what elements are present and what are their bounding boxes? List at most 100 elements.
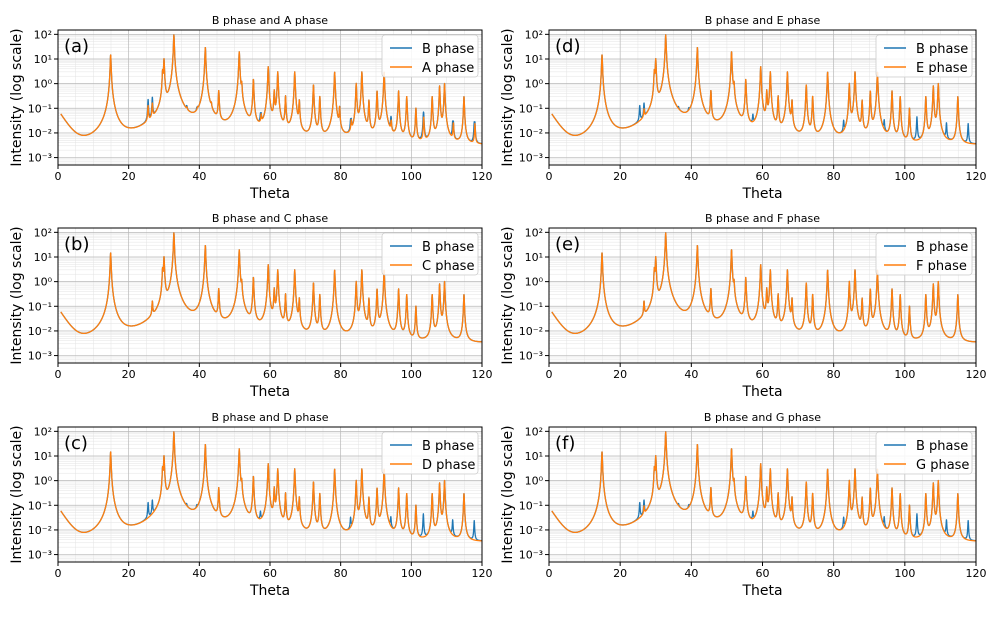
x-tick-label: 20: [613, 368, 627, 381]
x-tick-label: 120: [472, 368, 493, 381]
x-tick-label: 80: [334, 368, 348, 381]
x-tick-label: 20: [122, 170, 136, 183]
x-tick-label: 120: [472, 567, 493, 580]
panel-title: B phase and F phase: [705, 212, 820, 225]
y-tick-label: 10¹: [525, 450, 543, 463]
series-line-other-phase: [60, 34, 482, 145]
chart-panel-3: B phase and D phase 0 20 40 60 80 100 120 10⁻³ 10…: [9, 411, 493, 599]
x-tick-label: 100: [401, 567, 422, 580]
x-tick-label: 40: [192, 567, 206, 580]
series-group: [551, 431, 976, 542]
legend: B phase A phase: [381, 34, 479, 78]
x-axis-label: Theta: [249, 384, 290, 400]
panel-title: B phase and A phase: [212, 14, 328, 27]
legend: B phase G phase: [875, 431, 973, 475]
x-tick-label: 40: [684, 567, 698, 580]
series-group: [60, 34, 482, 145]
y-axis-label: Intensity (log scale): [9, 425, 25, 563]
panel-letter-label: (f): [555, 433, 575, 454]
y-tick-label: 10²: [525, 425, 543, 438]
x-tick-label: 0: [546, 368, 553, 381]
y-tick-label: 10¹: [525, 53, 543, 66]
x-tick-label: 120: [472, 170, 493, 183]
x-tick-label: 60: [756, 368, 770, 381]
series-line-other-phase: [60, 431, 482, 542]
legend: B phase C phase: [381, 232, 479, 276]
series-group: [60, 232, 482, 343]
y-axis-label: Intensity (log scale): [9, 28, 25, 166]
y-tick-label: 10⁰: [34, 78, 53, 91]
x-tick-label: 100: [894, 170, 915, 183]
legend-entry-label: B phase: [422, 439, 474, 454]
series-line-other-phase: [551, 431, 976, 542]
x-tick-label: 120: [966, 368, 987, 381]
y-tick-label: 10⁻¹: [519, 102, 543, 115]
x-tick-label: 60: [756, 170, 770, 183]
x-tick-label: 100: [401, 170, 422, 183]
x-axis-label: Theta: [741, 186, 782, 202]
legend-entry-label: B phase: [916, 439, 968, 454]
x-axis-label: Theta: [249, 186, 290, 202]
x-tick-label: 80: [827, 567, 841, 580]
y-tick-label: 10⁻³: [519, 350, 543, 363]
x-tick-label: 100: [401, 368, 422, 381]
y-tick-label: 10⁻²: [519, 127, 543, 140]
legend-entry-label: C phase: [422, 259, 474, 274]
chart-panel-1: B phase and A phase 0 20 40 60 80 100 120 10⁻³ 10…: [9, 14, 493, 202]
x-tick-label: 80: [334, 170, 348, 183]
series-group: [551, 232, 976, 343]
x-axis-label: Theta: [741, 384, 782, 400]
x-tick-label: 80: [827, 170, 841, 183]
x-tick-label: 120: [966, 170, 987, 183]
y-axis-label: Intensity (log scale): [500, 28, 516, 166]
legend-entry-label: F phase: [916, 259, 967, 274]
legend: B phase E phase: [875, 34, 973, 78]
grid-lines: [548, 427, 977, 562]
panel-letter-label: (b): [64, 234, 89, 255]
legend-entry-label: B phase: [916, 240, 968, 255]
y-tick-label: 10⁻²: [28, 524, 52, 537]
legend-entry-label: G phase: [916, 458, 969, 473]
x-tick-label: 60: [263, 368, 277, 381]
chart-panel-4: B phase and E phase 0 20 40 60 80 100 120 10⁻³ 10…: [500, 14, 987, 202]
x-axis-label: Theta: [741, 583, 782, 599]
y-tick-label: 10⁻³: [519, 549, 543, 562]
y-tick-label: 10⁻²: [519, 524, 543, 537]
x-tick-label: 60: [263, 567, 277, 580]
y-tick-label: 10²: [34, 226, 52, 239]
panel-title: B phase and D phase: [211, 411, 328, 424]
chart-panel-5: B phase and F phase 0 20 40 60 80 100 120 10⁻³ 10…: [500, 212, 987, 400]
legend-entry-label: B phase: [422, 42, 474, 57]
y-tick-label: 10²: [525, 226, 543, 239]
x-tick-label: 20: [122, 567, 136, 580]
grid-lines: [57, 228, 483, 363]
x-tick-label: 80: [334, 567, 348, 580]
legend-entry-label: E phase: [916, 61, 968, 76]
legend-entry-label: A phase: [422, 61, 474, 76]
x-tick-label: 0: [546, 170, 553, 183]
legend-entry-label: B phase: [916, 42, 968, 57]
series-line-other-phase: [551, 34, 976, 145]
y-tick-label: 10⁰: [525, 78, 544, 91]
x-tick-label: 40: [192, 368, 206, 381]
x-tick-label: 40: [684, 368, 698, 381]
x-axis-label: Theta: [249, 583, 290, 599]
y-tick-label: 10⁻¹: [28, 102, 52, 115]
y-tick-label: 10⁻³: [519, 152, 543, 165]
legend-entry-label: B phase: [422, 240, 474, 255]
panel-title: B phase and G phase: [704, 411, 821, 424]
y-tick-label: 10⁻³: [28, 350, 52, 363]
panel-letter-label: (c): [64, 433, 88, 454]
y-tick-label: 10¹: [525, 251, 543, 264]
y-tick-label: 10⁰: [525, 276, 544, 289]
x-tick-label: 60: [756, 567, 770, 580]
x-tick-label: 100: [894, 368, 915, 381]
x-tick-label: 0: [55, 567, 62, 580]
x-tick-label: 60: [263, 170, 277, 183]
panel-letter-label: (e): [555, 234, 580, 255]
y-tick-label: 10²: [34, 28, 52, 41]
y-tick-label: 10¹: [34, 53, 52, 66]
y-axis-label: Intensity (log scale): [9, 226, 25, 364]
panel-title: B phase and C phase: [212, 212, 329, 225]
